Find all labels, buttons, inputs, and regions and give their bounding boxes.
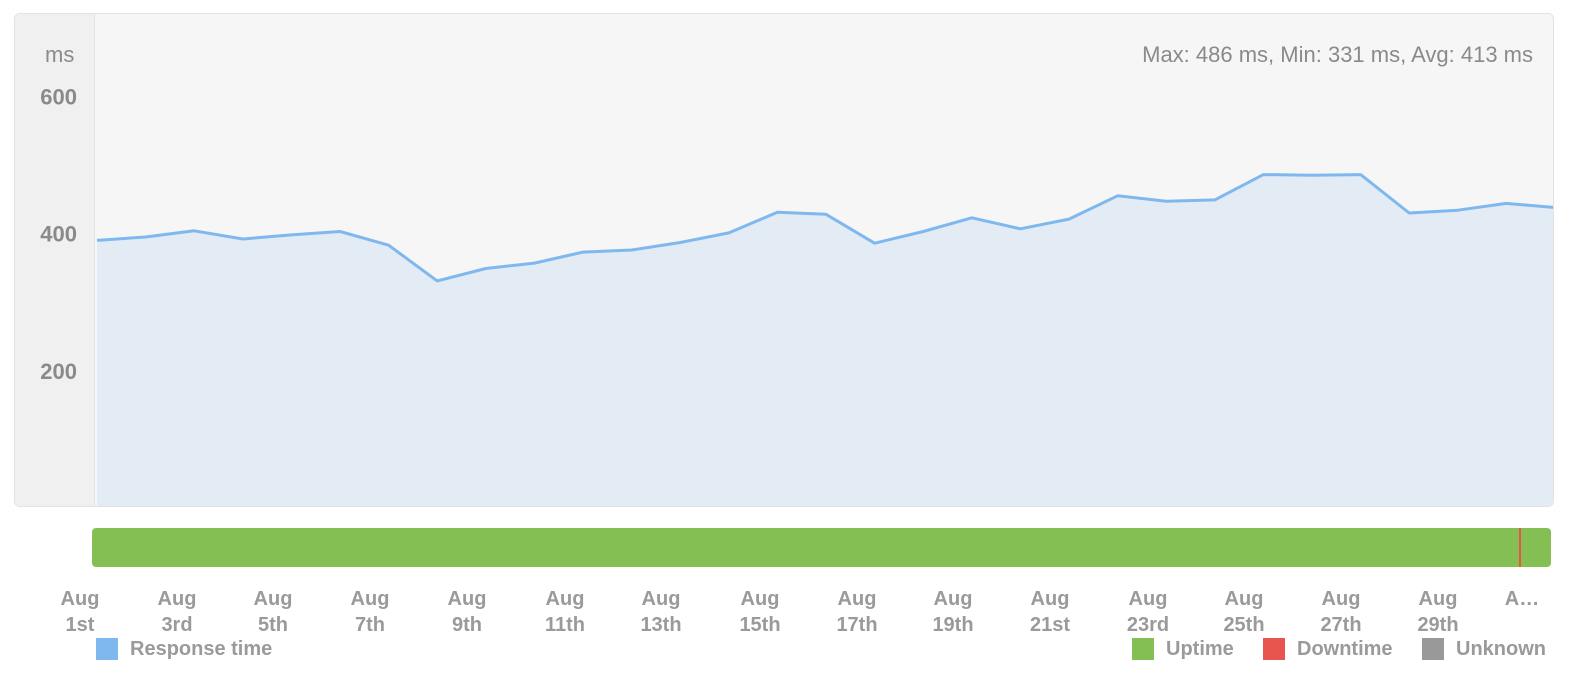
- x-axis-labels: Aug 1st Aug 3rd Aug 5th Aug 7th Aug 9th Aug 11th Aug…: [0, 586, 1590, 636]
- response-time-point[interactable]: Aug 22: 455 ms: [1112, 190, 1124, 202]
- response-time-point[interactable]: Aug 27: 486 ms: [1355, 169, 1367, 181]
- y-tick-label: 200: [40, 359, 77, 384]
- response-time-point[interactable]: Aug 21: 421 ms: [1063, 213, 1075, 225]
- legend-uptime[interactable]: Uptime: [1132, 637, 1234, 661]
- x-tick-label: Aug 27th: [1320, 588, 1362, 636]
- response-time-point[interactable]: Aug 3: 404 ms: [188, 225, 200, 237]
- unknown-swatch: [1422, 638, 1444, 660]
- uptime-swatch: [1132, 638, 1154, 660]
- response-time-point[interactable]: Aug 20: 407 ms: [1014, 223, 1026, 235]
- response-time-point[interactable]: Aug 2: 395 ms: [140, 231, 152, 243]
- stats-summary: Max: 486 ms, Min: 331 ms, Avg: 413 ms: [1142, 42, 1533, 67]
- x-tick-label: Aug 5th: [253, 588, 293, 636]
- response-time-point[interactable]: Aug 30: 444 ms: [1500, 197, 1512, 209]
- response-time-point[interactable]: Aug 7: 383 ms: [383, 239, 395, 251]
- uptime-status-bar: [92, 528, 1551, 567]
- response-time-point[interactable]: Aug 12: 376 ms: [626, 244, 638, 256]
- x-tick-label: Aug 23rd: [1126, 588, 1170, 636]
- response-time-point[interactable]: Aug 28: 430 ms: [1403, 207, 1415, 219]
- response-time-point[interactable]: Aug 29: 434 ms: [1452, 204, 1464, 216]
- response-time-point[interactable]: Aug 24: 449 ms: [1209, 194, 1221, 206]
- legend-downtime-label: Downtime: [1297, 637, 1393, 660]
- x-tick-label: Aug 15th: [739, 588, 781, 636]
- legend-uptime-label: Uptime: [1166, 637, 1234, 660]
- x-tick-label: Aug 19th: [932, 588, 974, 636]
- response-time-point[interactable]: Aug 8: 331 ms: [431, 275, 443, 287]
- response-time-point[interactable]: Aug 4: 392 ms: [237, 233, 249, 245]
- response-time-chart: 200 400 600 Aug 1: 390 ms Aug 2: 395 ms Aug 3…: [14, 13, 1554, 507]
- x-tick-label: Aug 9th: [447, 588, 487, 636]
- legend-response-time[interactable]: Response time: [96, 637, 272, 661]
- response-time-point[interactable]: Aug 18: 403 ms: [917, 226, 929, 238]
- x-tick-label: Aug 21st: [1029, 588, 1071, 636]
- response-time-point[interactable]: Aug 25: 486 ms: [1257, 169, 1269, 181]
- x-tick-label: Aug 3rd: [157, 588, 197, 636]
- y-axis-gutter: [15, 14, 95, 506]
- x-tick-label: Aug 1st: [60, 588, 100, 636]
- response-time-point[interactable]: Aug 23: 447 ms: [1160, 195, 1172, 207]
- x-tick-label: Aug 17th: [836, 588, 878, 636]
- legend-response-time-label: Response time: [130, 637, 273, 660]
- legend-unknown-label: Unknown: [1456, 637, 1546, 660]
- response-time-area: [97, 174, 1553, 506]
- legend-downtime[interactable]: Downtime: [1263, 637, 1393, 661]
- response-time-point[interactable]: Aug 6: 403 ms: [334, 226, 346, 238]
- response-time-point[interactable]: Aug 26: 485 ms: [1306, 169, 1318, 181]
- response-time-point[interactable]: Aug 5: 398 ms: [285, 229, 297, 241]
- x-tick-label: Aug 7th: [350, 588, 390, 636]
- response-time-line: [96, 173, 1553, 283]
- downtime-marker[interactable]: [1519, 528, 1522, 567]
- x-tick-label: Aug 29th: [1417, 588, 1459, 636]
- x-tick-label: Aug 11th: [544, 588, 586, 636]
- response-time-point[interactable]: Aug 1: 390 ms: [91, 234, 103, 246]
- y-tick-label: 400: [40, 222, 77, 247]
- y-axis-unit-label: ms: [45, 42, 75, 67]
- response-time-point[interactable]: Aug 17: 386 ms: [869, 237, 881, 249]
- response-time-swatch: [96, 638, 118, 660]
- response-time-point[interactable]: Aug 19: 423 ms: [966, 212, 978, 224]
- response-time-point[interactable]: Aug 10: 357 ms: [528, 257, 540, 269]
- response-time-point[interactable]: Aug 11: 373 ms: [577, 246, 589, 258]
- x-tick-label: A…: [1504, 588, 1540, 610]
- response-time-point[interactable]: Aug 13: 387 ms: [674, 237, 686, 249]
- response-time-point[interactable]: Aug 16: 428 ms: [820, 208, 832, 220]
- response-time-point[interactable]: Aug 14: 401 ms: [723, 227, 735, 239]
- x-tick-label: Aug 13th: [640, 588, 682, 636]
- chart-plot: 200 400 600 Aug 1: 390 ms Aug 2: 395 ms Aug 3…: [40, 84, 1553, 506]
- y-tick-label: 600: [40, 84, 77, 109]
- x-tick-label: Aug 25th: [1223, 588, 1265, 636]
- downtime-swatch: [1263, 638, 1285, 660]
- response-time-point[interactable]: Aug 9: 349 ms: [480, 263, 492, 275]
- legend-unknown[interactable]: Unknown: [1422, 637, 1546, 661]
- response-time-point[interactable]: Aug 15: 431 ms: [771, 206, 783, 218]
